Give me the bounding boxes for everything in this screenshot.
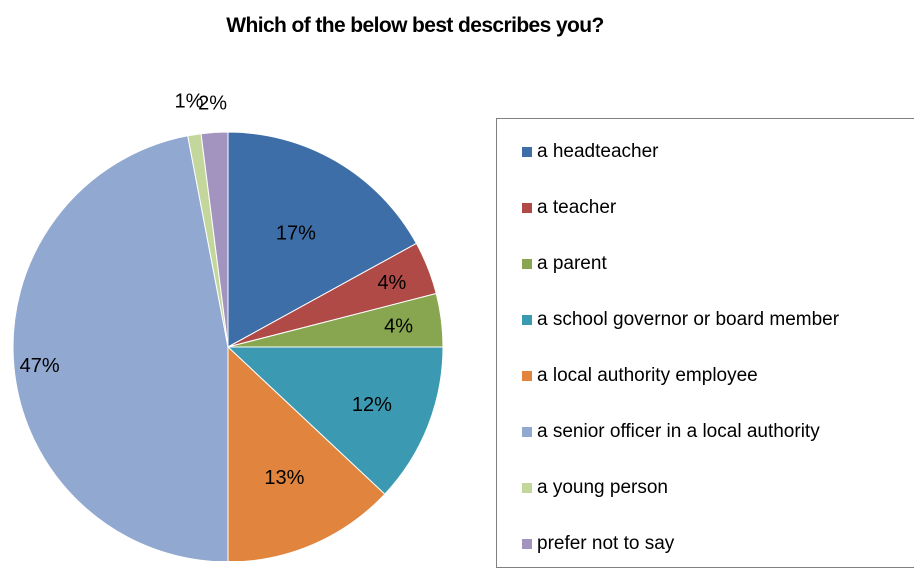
legend-swatch <box>522 315 532 325</box>
legend-item-5: a local authority employee <box>522 364 758 388</box>
legend-label: a headteacher <box>537 141 659 162</box>
pie-slice-8 <box>200 131 229 348</box>
slice-data-label-6: 47% <box>20 355 60 377</box>
pie-slice-5 <box>227 345 386 561</box>
legend-label: a teacher <box>537 197 617 218</box>
legend-label: a young person <box>537 477 668 498</box>
legend-item-4: a school governor or board member <box>522 308 839 332</box>
legend-item-8: prefer not to say <box>522 532 674 556</box>
slice-data-label-7: 1% <box>175 91 204 113</box>
legend-swatch <box>522 371 532 381</box>
pie-slice-4 <box>226 346 444 495</box>
legend-item-1: a headteacher <box>522 140 659 164</box>
legend-label: a parent <box>537 253 607 274</box>
legend-swatch <box>522 203 532 213</box>
slice-data-label-3: 4% <box>384 315 413 337</box>
slice-data-label-5: 13% <box>264 467 304 489</box>
legend-item-3: a parent <box>522 252 607 276</box>
legend-label: a senior officer in a local authority <box>537 421 820 442</box>
slice-data-label-8: 2% <box>198 92 227 114</box>
legend-swatch <box>522 259 532 269</box>
legend-label: a local authority employee <box>537 365 758 386</box>
chart-legend: a headteacher a teacher a parent a school g… <box>496 118 914 568</box>
legend-swatch <box>522 539 532 549</box>
legend-swatch <box>522 147 532 157</box>
slice-data-label-2: 4% <box>377 272 406 294</box>
slice-data-label-1: 17% <box>276 222 316 244</box>
legend-label: a school governor or board member <box>537 309 840 330</box>
chart-title: Which of the below best describes you? <box>226 14 604 37</box>
legend-item-7: a young person <box>522 476 668 500</box>
legend-swatch <box>522 483 532 493</box>
legend-item-6: a senior officer in a local authority <box>522 420 820 444</box>
pie-slice-1 <box>227 131 418 348</box>
legend-item-2: a teacher <box>522 196 616 220</box>
slice-data-label-4: 12% <box>352 394 392 416</box>
pie-slice-6 <box>12 135 229 561</box>
legend-label: prefer not to say <box>537 533 675 554</box>
legend-swatch <box>522 427 532 437</box>
